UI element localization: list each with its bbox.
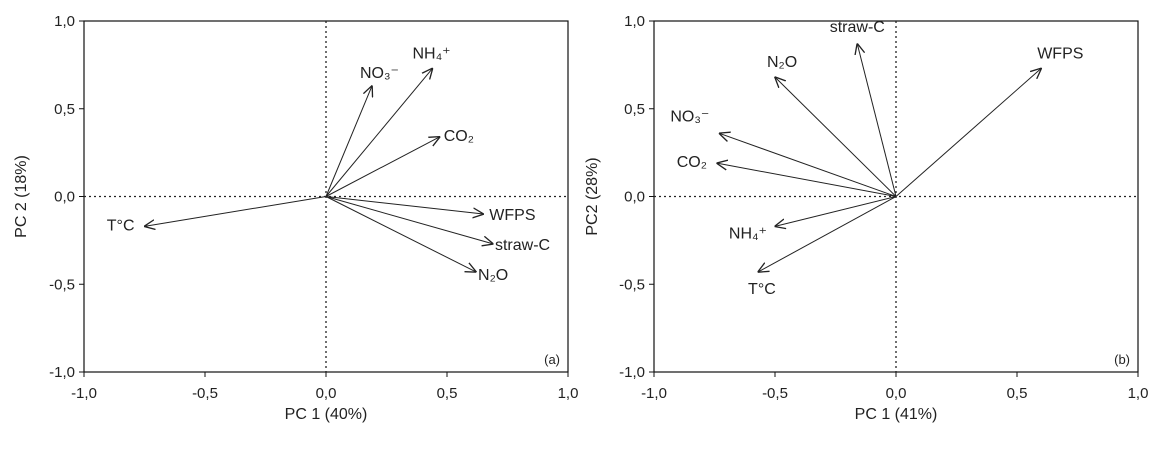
y-tick-label: 0,0 <box>54 189 75 206</box>
y-tick-label: -0,5 <box>49 276 75 293</box>
vector-label-nh4-plus: NH₄⁺ <box>412 45 450 62</box>
y-tick-label: -1,0 <box>49 364 75 381</box>
vector-arrow-co2 <box>325 137 440 197</box>
x-tick-label: 0,0 <box>886 385 907 402</box>
x-axis-label: PC 1 (41%) <box>855 406 938 423</box>
x-tick-label: 1,0 <box>558 385 579 402</box>
panel-label: (b) <box>1114 352 1130 367</box>
vector-label-co2: CO₂ <box>444 128 474 145</box>
x-tick-label: 0,0 <box>316 385 337 402</box>
vector-label-straw-c: straw-C <box>830 19 885 36</box>
y-axis-label: PC2 (28%) <box>584 157 601 235</box>
vector-arrow-straw-c <box>857 44 897 197</box>
panel-label: (a) <box>544 352 560 367</box>
y-tick-label: -1,0 <box>619 364 645 381</box>
x-tick-label: 1,0 <box>1128 385 1149 402</box>
vector-arrow-wfps <box>325 196 483 215</box>
vector-arrow-no3-minus <box>325 86 372 197</box>
vector-label-t-deg-c: T°C <box>748 281 776 298</box>
vector-arrow-nh4-plus <box>325 68 432 197</box>
x-tick-label: 0,5 <box>437 385 458 402</box>
vector-arrow-t-deg-c <box>145 196 327 227</box>
vector-label-straw-c: straw-C <box>495 237 550 254</box>
x-axis-label: PC 1 (40%) <box>285 406 368 423</box>
vector-arrow-nh4-plus <box>775 196 897 227</box>
vector-label-n2o: N₂O <box>478 267 508 284</box>
y-axis-label: PC 2 (18%) <box>13 155 30 238</box>
vector-arrow-wfps <box>895 68 1041 197</box>
y-tick-label: 0,5 <box>624 101 645 118</box>
vector-arrow-no3-minus <box>719 133 897 197</box>
vector-label-wfps: WFPS <box>1037 45 1083 62</box>
x-tick-label: -1,0 <box>71 385 97 402</box>
y-tick-label: 1,0 <box>54 13 75 30</box>
y-tick-label: 0,0 <box>624 189 645 206</box>
y-tick-label: 1,0 <box>624 13 645 30</box>
vector-arrow-n2o <box>325 196 476 272</box>
panel-b: -1,0 -1,0 -0,5 -0,5 0,0 0,0 0,5 0,5 1,0 1,0 PC 1 (… <box>584 13 1148 423</box>
panel-a: -1,0 -1,0 -0,5 -0,5 0,0 0,0 0,5 0,5 1,0 1,0 PC 1 (… <box>13 13 578 423</box>
vector-arrow-n2o <box>775 77 897 197</box>
vector-arrow-straw-c <box>325 196 493 244</box>
x-tick-label: -1,0 <box>641 385 667 402</box>
vector-label-no3-minus: NO₃⁻ <box>360 65 399 82</box>
vector-label-nh4-plus: NH₄⁺ <box>729 225 767 242</box>
y-tick-label: 0,5 <box>54 101 75 118</box>
x-tick-label: -0,5 <box>192 385 218 402</box>
vector-label-n2o: N₂O <box>767 54 797 71</box>
vector-arrow-t-deg-c <box>758 196 897 272</box>
vector-arrow-co2 <box>717 163 897 197</box>
vector-label-t-deg-c: T°C <box>107 217 135 234</box>
vector-label-co2: CO₂ <box>677 154 707 171</box>
vector-label-no3-minus: NO₃⁻ <box>670 108 709 125</box>
x-tick-label: 0,5 <box>1007 385 1028 402</box>
x-tick-label: -0,5 <box>762 385 788 402</box>
y-tick-label: -0,5 <box>619 276 645 293</box>
vector-label-wfps: WFPS <box>489 207 535 224</box>
